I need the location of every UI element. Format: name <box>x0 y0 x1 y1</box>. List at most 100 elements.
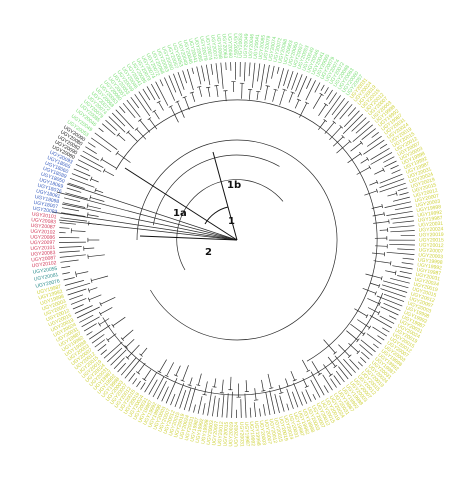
tip-branch <box>191 67 194 74</box>
tip-label: UGY20085 <box>258 34 267 60</box>
internal-branch <box>338 344 350 357</box>
node-arc <box>347 354 352 359</box>
internal-branch <box>149 118 158 130</box>
tip-branch <box>291 391 299 408</box>
internal-branch <box>127 131 138 142</box>
internal-branch <box>348 342 359 353</box>
tip-label: UGY20031 <box>418 221 443 229</box>
clade-label-1: 1 <box>228 216 235 227</box>
tip-branch <box>60 259 79 263</box>
tip-branch <box>76 306 100 319</box>
internal-branch <box>140 347 148 356</box>
internal-branch <box>225 90 227 102</box>
tip-branch <box>59 254 86 258</box>
internal-branch <box>127 344 140 359</box>
tip-label: UGY19998 <box>200 419 210 445</box>
node-arc <box>90 278 93 283</box>
tip-branch <box>379 143 388 149</box>
tip-label: UGY20007 <box>263 419 273 445</box>
tip-branch <box>216 397 220 417</box>
tip-branch <box>372 343 379 349</box>
tip-branch <box>252 62 256 88</box>
tip-branch <box>286 70 294 89</box>
tip-branch <box>94 339 106 348</box>
tip-branch <box>89 324 111 340</box>
tip-branch <box>142 88 151 101</box>
node-arc <box>125 356 130 360</box>
tip-branch <box>333 100 349 120</box>
tip-branch <box>389 225 415 229</box>
internal-branch <box>245 380 248 392</box>
tip-branch <box>134 94 151 117</box>
internal-branch <box>324 121 335 134</box>
tip-branch <box>283 69 289 87</box>
tip-branch <box>128 372 136 382</box>
internal-branch <box>175 365 181 376</box>
tip-label: UGY20031 <box>184 416 196 442</box>
tip-label: UGY20072 <box>272 37 283 63</box>
tip-label: UGY20085 <box>193 37 204 63</box>
node-arc <box>89 195 92 200</box>
tip-branch <box>343 358 356 373</box>
node-arc <box>333 364 338 369</box>
tip-branch <box>286 403 290 411</box>
tip-branch <box>383 293 405 302</box>
deep-branch <box>51 211 238 241</box>
tip-label: UGY19998 <box>418 257 443 266</box>
tip-branch <box>249 407 252 418</box>
internal-branch <box>166 362 175 377</box>
tip-branch <box>81 316 100 328</box>
tip-branch <box>85 146 97 154</box>
tip-branch <box>379 173 403 184</box>
node-arc <box>381 204 384 209</box>
tip-branch <box>399 271 412 275</box>
tip-label: UGY19987 <box>418 215 443 224</box>
node-arc <box>383 211 385 216</box>
tip-label: UGY20068 <box>215 34 223 59</box>
internal-branch <box>375 245 388 247</box>
tip-branch <box>240 399 242 418</box>
tip-branch <box>349 359 360 370</box>
node-arc <box>98 322 101 327</box>
tip-branch <box>347 107 357 117</box>
tip-branch <box>271 65 275 79</box>
internal-branch <box>318 120 326 131</box>
internal-branch <box>91 275 109 281</box>
internal-branch <box>95 189 104 194</box>
tip-label: UGY20063 <box>221 34 229 59</box>
tip-branch <box>87 142 96 148</box>
tip-branch <box>390 230 415 233</box>
internal-branch <box>290 370 296 381</box>
tip-label: UGY20041 <box>187 38 199 64</box>
tip-branch <box>182 70 188 84</box>
tip-branch <box>179 389 187 409</box>
tip-label: UGY20003 <box>258 420 267 446</box>
internal-branch <box>137 362 146 374</box>
node-arc <box>135 371 141 375</box>
tip-branch <box>366 333 382 345</box>
tip-label: UGY20101 <box>31 211 57 220</box>
backbone-arc <box>136 139 338 341</box>
tip-branch <box>150 83 160 100</box>
node-arc <box>180 379 185 382</box>
tip-label: UGY20046 <box>248 33 256 58</box>
internal-branch <box>254 388 257 401</box>
internal-branch <box>75 271 89 275</box>
tip-branch <box>274 393 280 413</box>
internal-branch <box>88 287 98 291</box>
node-arc <box>279 392 284 394</box>
tip-branch <box>397 187 408 192</box>
node-arc <box>376 179 379 185</box>
node-arc <box>348 139 352 144</box>
tip-branch <box>360 339 376 353</box>
tip-label: UGY19992 <box>417 210 443 219</box>
tip-branch <box>389 243 415 246</box>
node-arc <box>139 353 143 357</box>
node-arc <box>142 378 147 382</box>
node-arc <box>86 212 89 217</box>
tip-branch <box>82 150 100 161</box>
internal-branch <box>346 330 359 341</box>
tip-branch <box>73 168 91 177</box>
tip-branch <box>74 305 93 314</box>
